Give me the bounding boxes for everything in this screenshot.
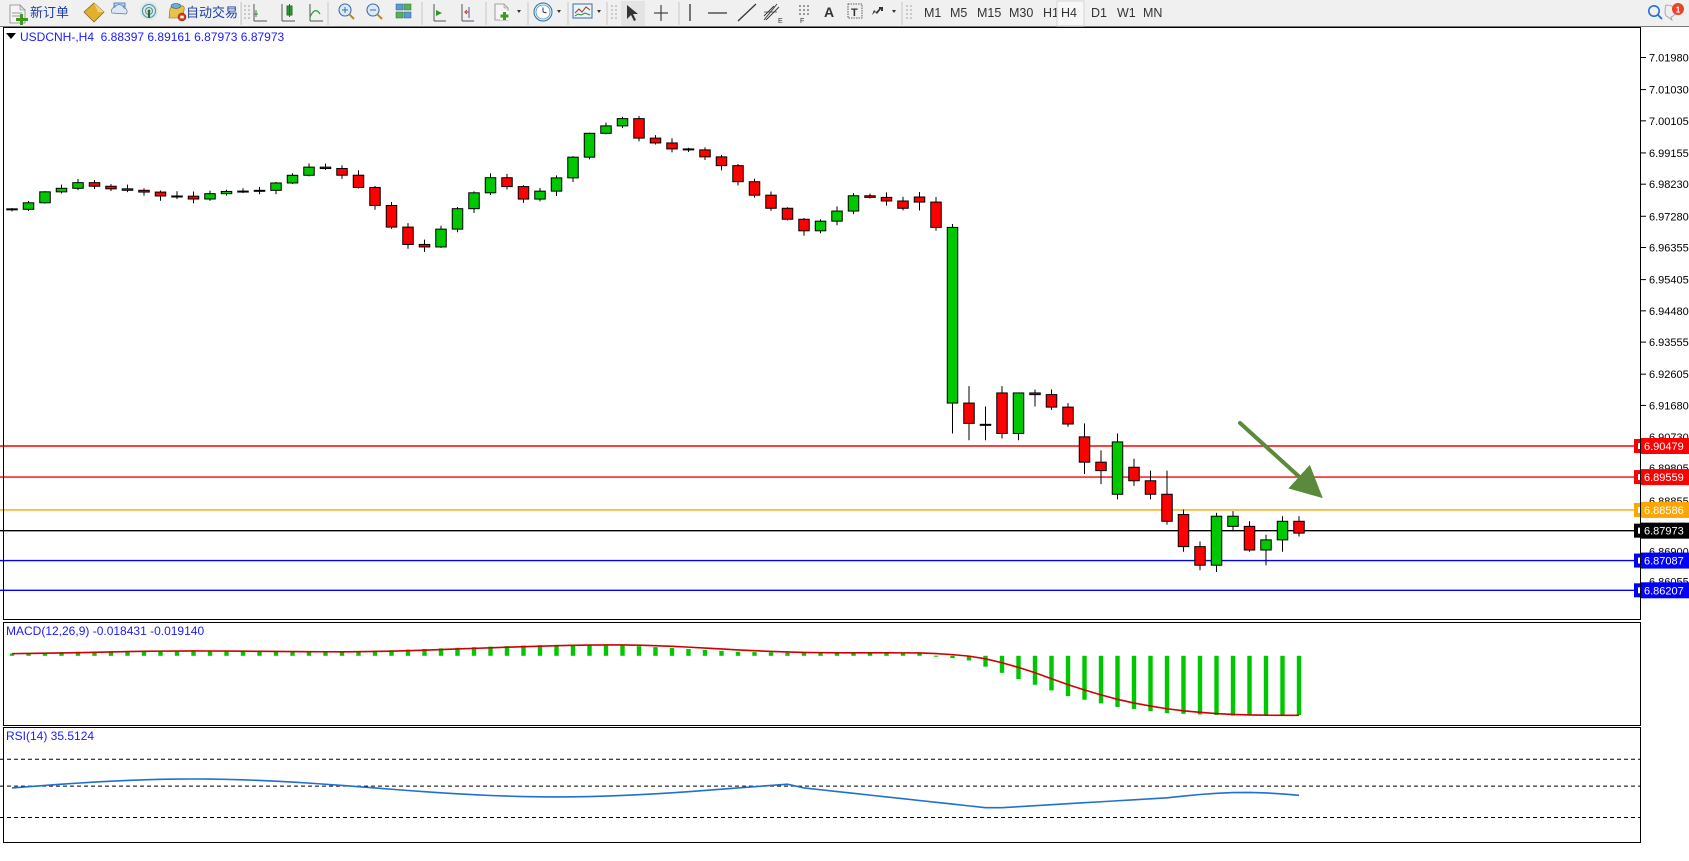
svg-text:6.86055: 6.86055 bbox=[1649, 576, 1689, 588]
svg-text:M15: M15 bbox=[977, 6, 1001, 20]
svg-text:7.00105: 7.00105 bbox=[1649, 116, 1689, 128]
svg-text:6.91680: 6.91680 bbox=[1649, 400, 1689, 412]
svg-text:6.93555: 6.93555 bbox=[1649, 337, 1689, 349]
svg-text:F: F bbox=[800, 18, 804, 25]
svg-text:6.96355: 6.96355 bbox=[1649, 243, 1689, 255]
svg-text:6.99155: 6.99155 bbox=[1649, 148, 1689, 160]
svg-text:6.88586: 6.88586 bbox=[1644, 505, 1684, 517]
svg-text:1: 1 bbox=[1676, 6, 1681, 15]
svg-text:H4: H4 bbox=[1061, 6, 1077, 20]
svg-text:7.01030: 7.01030 bbox=[1649, 85, 1689, 97]
svg-text:M5: M5 bbox=[950, 6, 967, 20]
svg-text:T: T bbox=[851, 7, 858, 19]
svg-text:6.87973: 6.87973 bbox=[1644, 526, 1684, 538]
svg-text:M1: M1 bbox=[924, 6, 941, 20]
svg-text:新订单: 新订单 bbox=[30, 5, 69, 20]
svg-text:A: A bbox=[824, 4, 834, 20]
svg-text:6.94480: 6.94480 bbox=[1649, 306, 1689, 318]
svg-text:6.89805: 6.89805 bbox=[1649, 463, 1689, 475]
svg-text:6.95405: 6.95405 bbox=[1649, 275, 1689, 287]
svg-text:E: E bbox=[778, 18, 783, 25]
svg-text:6.86207: 6.86207 bbox=[1644, 585, 1684, 597]
svg-text:6.88855: 6.88855 bbox=[1649, 496, 1689, 508]
svg-text:6.97280: 6.97280 bbox=[1649, 211, 1689, 223]
svg-text:6.86900: 6.86900 bbox=[1649, 547, 1689, 559]
svg-text:MN: MN bbox=[1143, 6, 1162, 20]
svg-text:6.98230: 6.98230 bbox=[1649, 179, 1689, 191]
svg-text:自动交易: 自动交易 bbox=[186, 5, 238, 20]
svg-text:M30: M30 bbox=[1009, 6, 1033, 20]
svg-text:6.90479: 6.90479 bbox=[1644, 441, 1684, 453]
svg-text:D1: D1 bbox=[1091, 6, 1107, 20]
svg-text:6.89559: 6.89559 bbox=[1644, 472, 1684, 484]
svg-text:6.90730: 6.90730 bbox=[1649, 432, 1689, 444]
svg-text:W1: W1 bbox=[1117, 6, 1136, 20]
svg-text:6.87087: 6.87087 bbox=[1644, 556, 1684, 568]
svg-text:6.92605: 6.92605 bbox=[1649, 369, 1689, 381]
svg-text:7.01980: 7.01980 bbox=[1649, 53, 1689, 65]
